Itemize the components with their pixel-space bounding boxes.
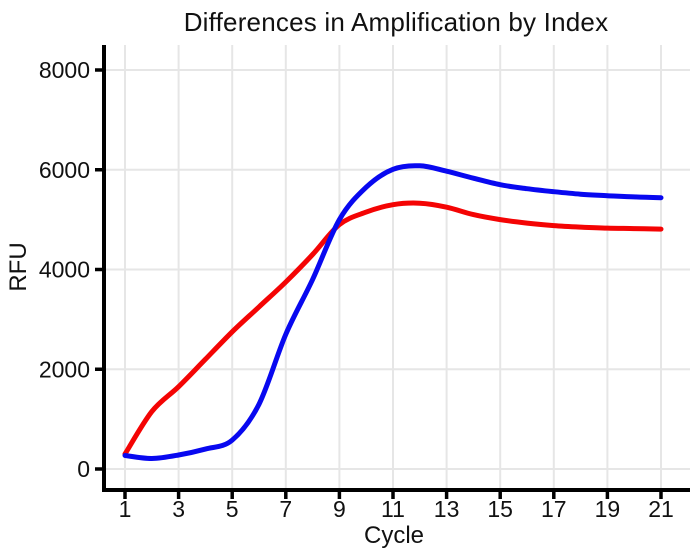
chart-title: Differences in Amplification by Index [183,7,609,37]
x-tick-label: 5 [226,496,239,522]
x-tick-label: 3 [172,496,185,522]
blue-curve [122,163,664,462]
x-tick-label: 13 [434,496,460,522]
x-tick-label: 1 [119,496,132,522]
x-tick-label: 17 [541,496,567,522]
x-tick-label: 11 [381,496,405,522]
red-curve [122,200,664,457]
x-tick-label: 9 [333,496,346,522]
y-tick-label: 6000 [39,157,90,183]
y-tick-label: 8000 [39,57,90,83]
y-axis-label: RFU [5,242,32,292]
x-axis-label: Cycle [363,522,425,549]
x-tick-label: 7 [279,496,292,522]
y-tick-label: 0 [77,456,90,482]
y-tick-label: 4000 [39,257,90,283]
x-tick-label: 15 [487,496,513,522]
x-tick-label: 19 [595,496,621,522]
y-tick-label: 2000 [39,356,90,382]
x-tick-label: 21 [648,496,674,522]
